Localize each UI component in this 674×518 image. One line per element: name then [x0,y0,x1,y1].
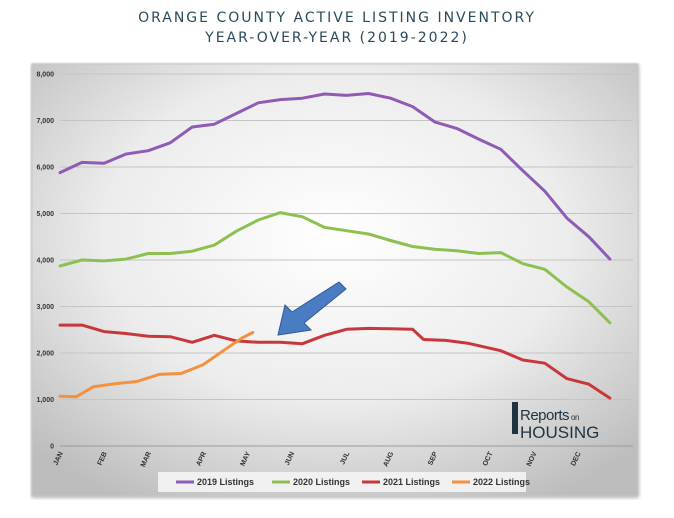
legend-label: 2020 Listings [293,477,350,487]
y-tick-label: 7,000 [36,118,54,125]
y-tick-label: 3,000 [36,304,54,311]
legend-box [158,472,526,492]
line-chart: 0 1,000 2,000 3,000 4,000 5,000 6,000 7,000 8,00… [31,63,639,497]
arrow-shape [277,281,347,336]
y-axis-ticks: 0 1,000 2,000 3,000 4,000 5,000 6,000 7,000 8,00… [36,72,54,451]
chart-title-line1: ORANGE COUNTY ACTIVE LISTING INVENTORY [138,10,536,26]
reports-on-housing-logo: Reports on HOUSING [512,402,599,442]
y-tick-label: 6,000 [36,165,54,172]
annotation-arrow [277,281,347,336]
series-line-2020 [58,211,612,325]
logo-bar [512,402,518,434]
chart-title-line2: YEAR-OVER-YEAR (2019-2022) [205,30,469,46]
y-tick-label: 5,000 [36,211,54,218]
y-tick-label: 4,000 [36,258,54,265]
legend: 2019 Listings 2020 Listings 2021 Listings 2… [158,472,530,492]
legend-label: 2022 Listings [473,477,530,487]
logo-text-housing: HOUSING [520,423,599,442]
series-lines [58,92,612,400]
chart-frame [31,63,639,497]
series-line-2022 [58,331,255,399]
y-tick-label: 2,000 [36,351,54,358]
series-line-2019 [58,92,612,261]
legend-label: 2021 Listings [383,477,440,487]
legend-label: 2019 Listings [197,477,254,487]
y-tick-label: 0 [50,444,54,451]
series-line-2021 [58,323,612,400]
y-tick-label: 8,000 [36,72,54,79]
logo-text-reports: Reports on [520,407,579,424]
gridlines [60,73,633,447]
y-tick-label: 1,000 [36,397,54,404]
